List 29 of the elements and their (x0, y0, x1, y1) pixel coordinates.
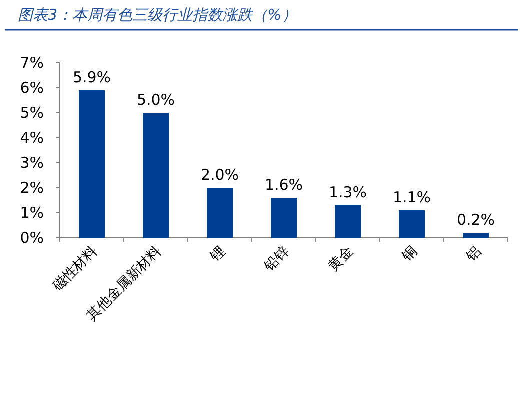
bar (207, 188, 233, 238)
data-label: 1.1% (392, 188, 432, 206)
y-tick-label: 5% (20, 104, 44, 122)
bar (463, 233, 489, 238)
data-label: 5.9% (72, 68, 112, 86)
x-tick-label: 磁性材料 (49, 244, 101, 296)
x-tick-label: 铅锌 (261, 244, 293, 276)
x-tick-label: 锂 (206, 244, 229, 266)
bar (79, 90, 105, 238)
data-label: 2.0% (200, 166, 240, 184)
y-tick-label: 0% (20, 229, 44, 247)
y-tick-label: 7% (20, 54, 44, 72)
x-tick-label: 黄金 (326, 244, 357, 275)
chart-title: 图表3：本周有色三级行业指数涨跌（%） (18, 6, 297, 24)
bar (335, 206, 361, 238)
x-tick-label: 铜 (398, 244, 421, 266)
data-label: 1.3% (328, 184, 368, 202)
x-tick-label: 铝 (462, 244, 485, 266)
data-label: 5.0% (136, 91, 176, 109)
y-tick-label: 3% (20, 154, 44, 172)
data-label: 0.2% (456, 211, 496, 229)
data-label: 1.6% (264, 176, 304, 194)
y-tick-label: 1% (20, 204, 44, 222)
bar (143, 113, 169, 238)
y-tick-label: 2% (20, 179, 44, 197)
bar (399, 210, 425, 238)
bar (271, 198, 297, 238)
y-tick-label: 6% (20, 79, 44, 97)
y-tick-label: 4% (20, 129, 44, 147)
